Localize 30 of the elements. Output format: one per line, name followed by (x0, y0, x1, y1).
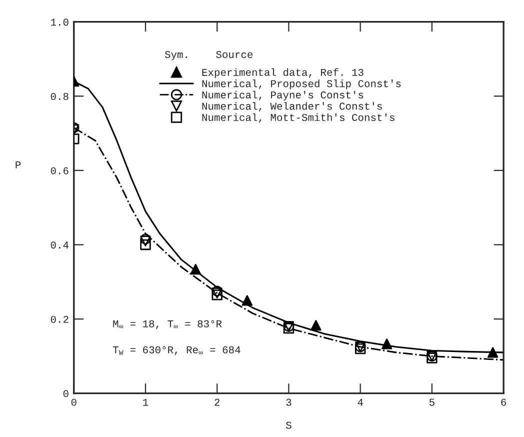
point (381, 338, 392, 350)
annotation: M$_{∞}$ = 18, T$_{∞}$ = 83°R (113, 320, 222, 330)
legend-label: Numerical, Mott-Smith's Const's (202, 113, 394, 123)
y-tick-label: 0.6 (50, 167, 68, 174)
y-tick-label: 0.4 (50, 242, 68, 249)
y-tick-label: 0 (63, 390, 68, 398)
point (140, 239, 151, 250)
y-tick-label: 1.0 (51, 18, 68, 26)
y-tick-label: 0.2 (50, 316, 68, 323)
x-tick-label: 1 (143, 398, 148, 406)
annotation: T$_{W}$ = 630°R, Re$_{∞}$ = 684 (112, 346, 240, 356)
x-tick-label: 4 (358, 398, 363, 406)
legend-label: Numerical, Welander's Const's (202, 102, 382, 112)
y-axis-title: P (16, 161, 21, 168)
x-tick-label: 5 (429, 398, 434, 406)
point (487, 347, 498, 358)
x-tick-label: 6 (501, 398, 506, 406)
point (310, 320, 322, 331)
x-tick-label: 0 (71, 398, 76, 406)
legend-label: Experimental data, Ref. 13 (202, 68, 364, 78)
x-axis-title: S (286, 422, 292, 429)
annotation: Source (216, 51, 252, 58)
y-tick-label: 0.8 (50, 92, 68, 100)
point (242, 295, 253, 306)
point (190, 264, 201, 275)
annotation: Sym. (164, 51, 187, 60)
legend-label: Numerical, Payne's Const's (202, 90, 364, 101)
x-tick-label: 2 (214, 398, 220, 406)
x-tick-label: 3 (286, 398, 292, 406)
legend-label: Numerical, Proposed Slip Const's (202, 80, 401, 90)
